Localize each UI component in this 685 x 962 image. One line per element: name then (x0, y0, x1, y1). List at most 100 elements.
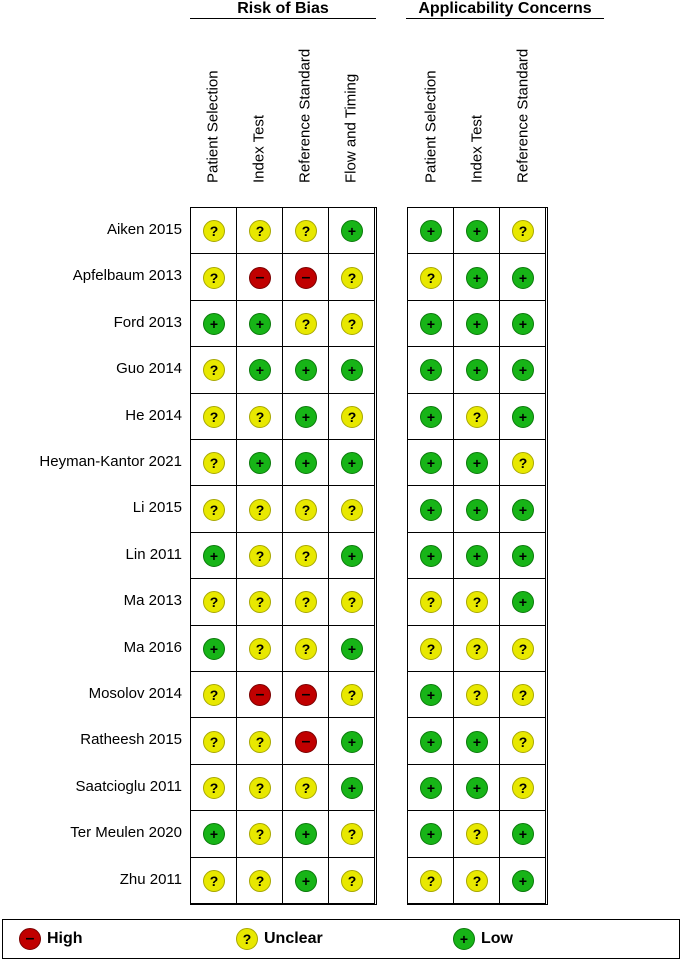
judgement-cell: + (191, 811, 237, 858)
judgement-cell: ? (329, 393, 375, 440)
judgement-cell: ? (237, 625, 283, 672)
high-risk-icon: – (295, 266, 317, 289)
judgement-cell: ? (454, 811, 500, 858)
judgement-cell: + (408, 208, 454, 255)
judgement-cell: + (283, 440, 329, 487)
unclear-risk-icon: ? (341, 591, 363, 614)
high-risk-icon: – (249, 684, 271, 707)
judgement-cell: ? (329, 300, 375, 348)
judgement-cell: ? (408, 625, 454, 672)
judgement-cell: ? (454, 579, 500, 626)
judgement-cell: ? (408, 254, 454, 301)
judgement-cell: + (500, 347, 546, 394)
study-label: Ter Meulen 2020 (70, 824, 182, 842)
low-risk-icon: + (420, 730, 442, 753)
study-label: He 2014 (125, 406, 182, 424)
unclear-risk-icon: ? (341, 498, 363, 521)
unclear-risk-icon: ? (466, 405, 488, 428)
judgement-cell: ? (329, 486, 375, 533)
legend-label-high: High (47, 930, 83, 947)
low-risk-icon: + (295, 823, 317, 846)
judgement-cell: + (329, 440, 375, 487)
column-header: Reference Standard (500, 30, 546, 200)
judgement-cell: ? (454, 857, 500, 904)
unclear-risk-icon: ? (420, 637, 442, 660)
study-label: Mosolov 2014 (88, 685, 182, 702)
low-risk-icon: + (420, 359, 442, 382)
low-risk-icon: + (466, 730, 488, 753)
judgement-cell: ? (191, 764, 237, 812)
judgement-cell: ? (408, 579, 454, 626)
judgement-cell: + (408, 672, 454, 719)
low-risk-icon: + (512, 312, 534, 335)
judgement-cell: ? (329, 811, 375, 858)
unclear-risk-icon: ? (203, 220, 225, 243)
column-header: Index Test (236, 30, 282, 200)
study-label: Li 2015 (132, 499, 182, 517)
judgement-cell: + (408, 811, 454, 858)
low-risk-icon: + (466, 544, 488, 567)
judgement-cell: ? (329, 857, 375, 904)
column-header: Patient Selection (190, 30, 236, 200)
judgement-cell: + (191, 532, 237, 580)
low-risk-icon: + (295, 359, 317, 382)
unclear-risk-icon: ? (236, 928, 258, 950)
judgement-cell: + (500, 857, 546, 904)
study-label: Lin 2011 (125, 545, 182, 563)
low-risk-icon: + (512, 405, 534, 428)
judgement-cell: ? (500, 718, 546, 765)
unclear-risk-icon: ? (249, 498, 271, 521)
unclear-risk-icon: ? (341, 684, 363, 707)
unclear-risk-icon: ? (512, 776, 534, 799)
low-risk-icon: + (295, 869, 317, 892)
high-risk-icon: – (295, 684, 317, 707)
low-risk-icon: + (466, 452, 488, 475)
unclear-risk-icon: ? (249, 823, 271, 846)
judgement-cell: ? (191, 718, 237, 765)
judgement-cell: + (408, 300, 454, 348)
high-risk-icon: – (295, 730, 317, 753)
judgement-cell: ? (329, 672, 375, 719)
low-risk-icon: + (203, 312, 225, 335)
judgement-cell: ? (191, 254, 237, 301)
study-label: Ratheesh 2015 (80, 731, 182, 749)
judgement-cell: + (500, 300, 546, 348)
risk-of-bias-title: Risk of Bias (237, 0, 329, 17)
judgement-cell: ? (283, 532, 329, 580)
judgement-cell: ? (500, 672, 546, 719)
unclear-risk-icon: ? (420, 591, 442, 614)
low-risk-icon: + (420, 452, 442, 475)
judgement-cell: ? (500, 625, 546, 672)
judgement-cell: + (454, 254, 500, 301)
unclear-risk-icon: ? (249, 544, 271, 567)
judgement-cell: ? (237, 208, 283, 255)
judgement-cell: – (237, 672, 283, 719)
judgement-cell: ? (454, 625, 500, 672)
judgement-cell: + (283, 857, 329, 904)
unclear-risk-icon: ? (203, 266, 225, 289)
low-risk-icon: + (341, 776, 363, 799)
applicability-concerns-title: Applicability Concerns (418, 0, 592, 17)
study-label: Heyman-Kantor 2021 (39, 453, 182, 470)
judgement-cell: ? (191, 347, 237, 394)
unclear-risk-icon: ? (466, 684, 488, 707)
low-risk-icon: + (203, 823, 225, 846)
unclear-risk-icon: ? (466, 823, 488, 846)
low-risk-icon: + (295, 405, 317, 428)
judgement-cell: + (454, 440, 500, 487)
low-risk-icon: + (466, 312, 488, 335)
judgement-cell: – (283, 254, 329, 301)
low-risk-icon: + (466, 220, 488, 243)
low-risk-icon: + (341, 452, 363, 475)
low-risk-icon: + (341, 220, 363, 243)
judgement-cell: ? (283, 764, 329, 812)
unclear-risk-icon: ? (295, 544, 317, 567)
unclear-risk-icon: ? (203, 498, 225, 521)
low-risk-icon: + (420, 312, 442, 335)
legend-label-unclear: Unclear (264, 930, 323, 947)
judgement-cell: + (191, 300, 237, 348)
study-label: Ma 2013 (123, 592, 182, 610)
low-risk-icon: + (249, 359, 271, 382)
judgement-cell: + (500, 486, 546, 533)
low-risk-icon: + (512, 266, 534, 289)
